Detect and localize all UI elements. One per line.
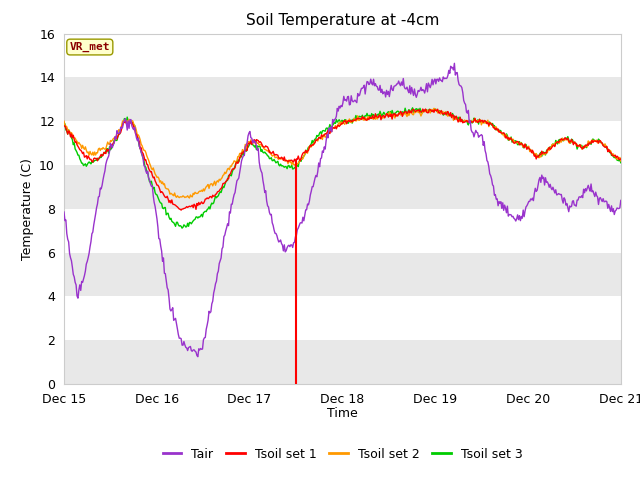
Bar	[64, 77, 621, 121]
Y-axis label: Temperature (C): Temperature (C)	[20, 158, 33, 260]
Text: VR_met: VR_met	[70, 42, 110, 52]
Legend: Tair, Tsoil set 1, Tsoil set 2, Tsoil set 3: Tair, Tsoil set 1, Tsoil set 2, Tsoil se…	[157, 443, 527, 466]
Bar	[64, 252, 621, 296]
X-axis label: Time: Time	[327, 408, 358, 420]
Bar	[64, 340, 621, 384]
Bar	[64, 165, 621, 209]
Title: Soil Temperature at -4cm: Soil Temperature at -4cm	[246, 13, 439, 28]
